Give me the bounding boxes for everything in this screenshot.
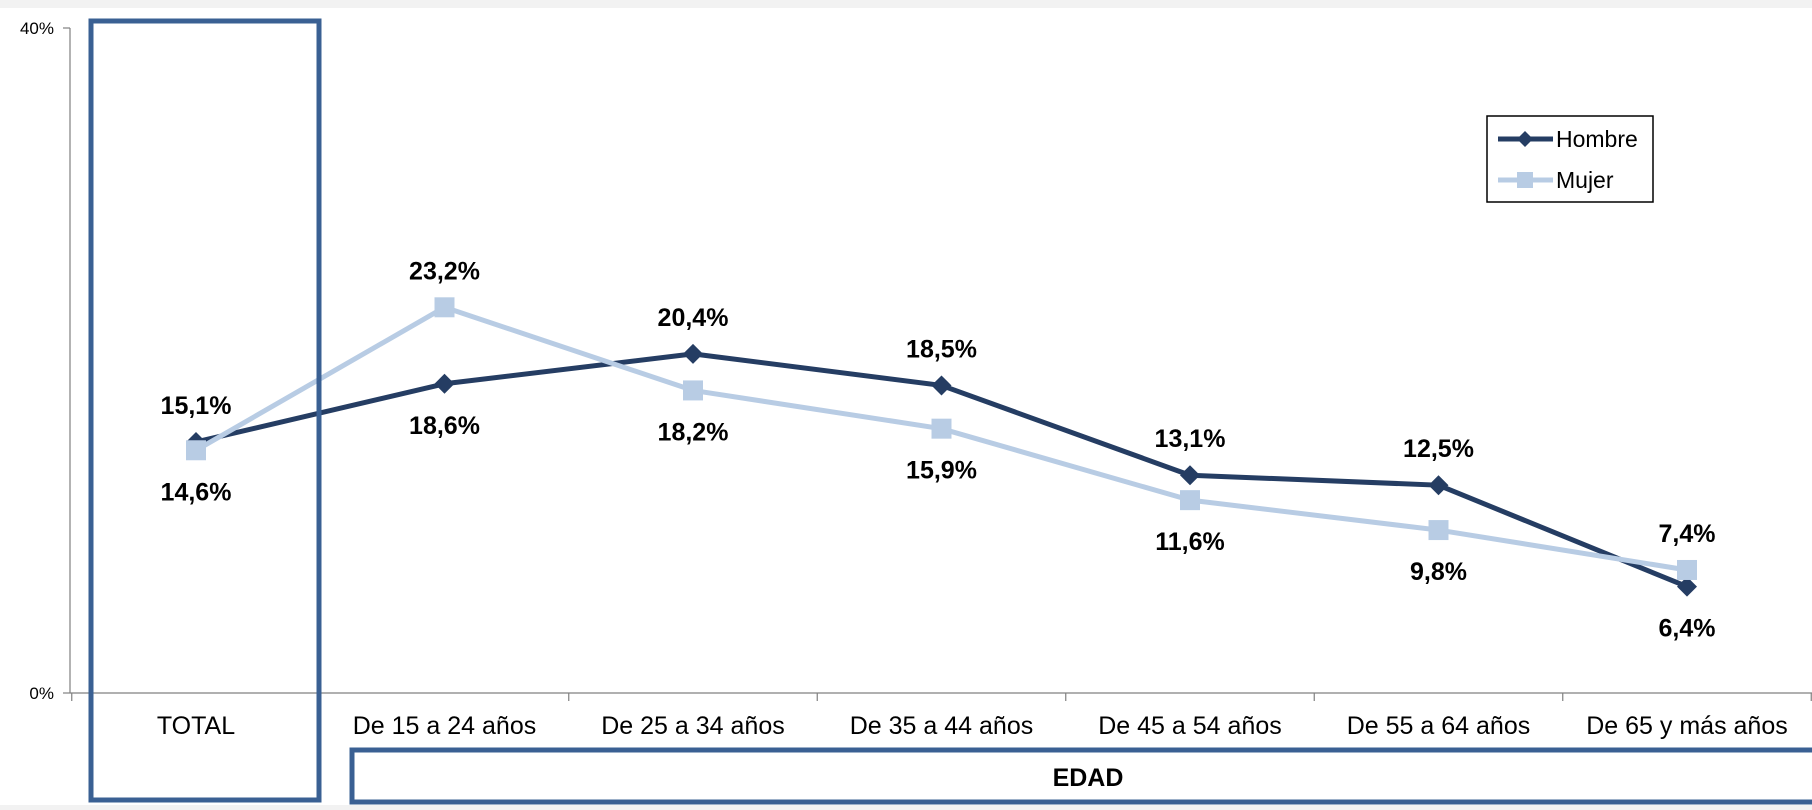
series-layer: [186, 297, 1697, 597]
x-category-label: De 35 a 44 años: [850, 712, 1033, 740]
x-category-label: TOTAL: [157, 712, 235, 740]
marker-mujer: [186, 440, 206, 461]
data-label-hombre: 15,1%: [161, 392, 232, 420]
data-label-hombre: 12,5%: [1403, 435, 1474, 463]
data-label-mujer: 11,6%: [1155, 528, 1225, 556]
total-highlight-frame: [88, 18, 322, 803]
data-label-mujer: 18,2%: [658, 418, 729, 446]
marker-mujer: [1180, 490, 1200, 511]
legend-box: [1486, 115, 1654, 203]
x-category-label: De 25 a 34 años: [601, 712, 784, 740]
legend-marker-hombre: [1517, 131, 1533, 147]
marker-hombre: [931, 375, 952, 396]
marker-mujer: [434, 297, 455, 318]
marker-mujer: [683, 380, 703, 401]
data-label-mujer: 9,8%: [1410, 558, 1467, 586]
legend: Hombre Mujer: [1486, 115, 1654, 203]
marker-hombre: [434, 373, 455, 394]
y-tick-label: 40%: [20, 19, 54, 38]
legend-label-hombre: Hombre: [1556, 126, 1638, 152]
data-label-mujer: 14,6%: [161, 478, 232, 506]
axes: 0% 40% TOTAL De 15 a 24 años De 25 a 34 años…: [20, 19, 1812, 740]
data-label-hombre: 6,4%: [1659, 615, 1716, 643]
marker-hombre: [1180, 465, 1200, 486]
x-category-label: De 15 a 24 años: [353, 712, 536, 740]
data-label-hombre: 18,6%: [409, 412, 480, 440]
x-category-label: De 55 a 64 años: [1347, 712, 1530, 740]
y-tick-label: 0%: [29, 684, 54, 703]
frames-layer: EDAD: [88, 18, 1812, 805]
data-label-hombre: 18,5%: [906, 335, 977, 363]
edad-group-frame: [349, 747, 1812, 805]
x-category-label: De 65 y más años: [1586, 712, 1788, 740]
marker-mujer: [1428, 520, 1449, 541]
edad-group-label: EDAD: [1053, 764, 1124, 792]
marker-mujer: [1677, 559, 1697, 580]
marker-hombre: [1428, 475, 1449, 496]
data-label-hombre: 20,4%: [658, 304, 729, 332]
marker-mujer: [931, 418, 952, 439]
data-label-hombre: 13,1%: [1155, 425, 1226, 453]
legend-label-mujer: Mujer: [1556, 167, 1614, 193]
data-label-mujer: 7,4%: [1659, 520, 1716, 548]
labels-layer: 15,1% 14,6% 18,6% 23,2% 20,4% 18,2% 18,5% 15,9%…: [161, 257, 1716, 642]
legend-marker-mujer: [1517, 172, 1533, 188]
marker-hombre: [683, 343, 703, 364]
data-label-mujer: 15,9%: [906, 457, 977, 485]
data-label-mujer: 23,2%: [409, 257, 480, 285]
x-category-label: De 45 a 54 años: [1098, 712, 1281, 740]
marker-hombre: [1677, 576, 1697, 597]
